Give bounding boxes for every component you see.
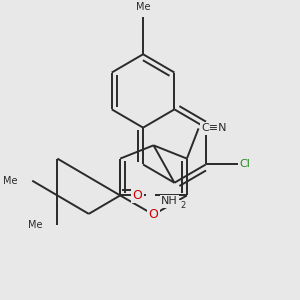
Text: 2: 2 [180,201,185,210]
Text: O: O [133,189,142,202]
Text: N: N [210,121,219,134]
Text: O: O [148,208,158,221]
Text: NH: NH [161,196,178,206]
Text: Me: Me [3,176,18,186]
Text: Cl: Cl [239,160,250,170]
Text: Me: Me [136,2,150,12]
Text: Me: Me [28,220,43,230]
Text: C≡N: C≡N [202,123,227,134]
